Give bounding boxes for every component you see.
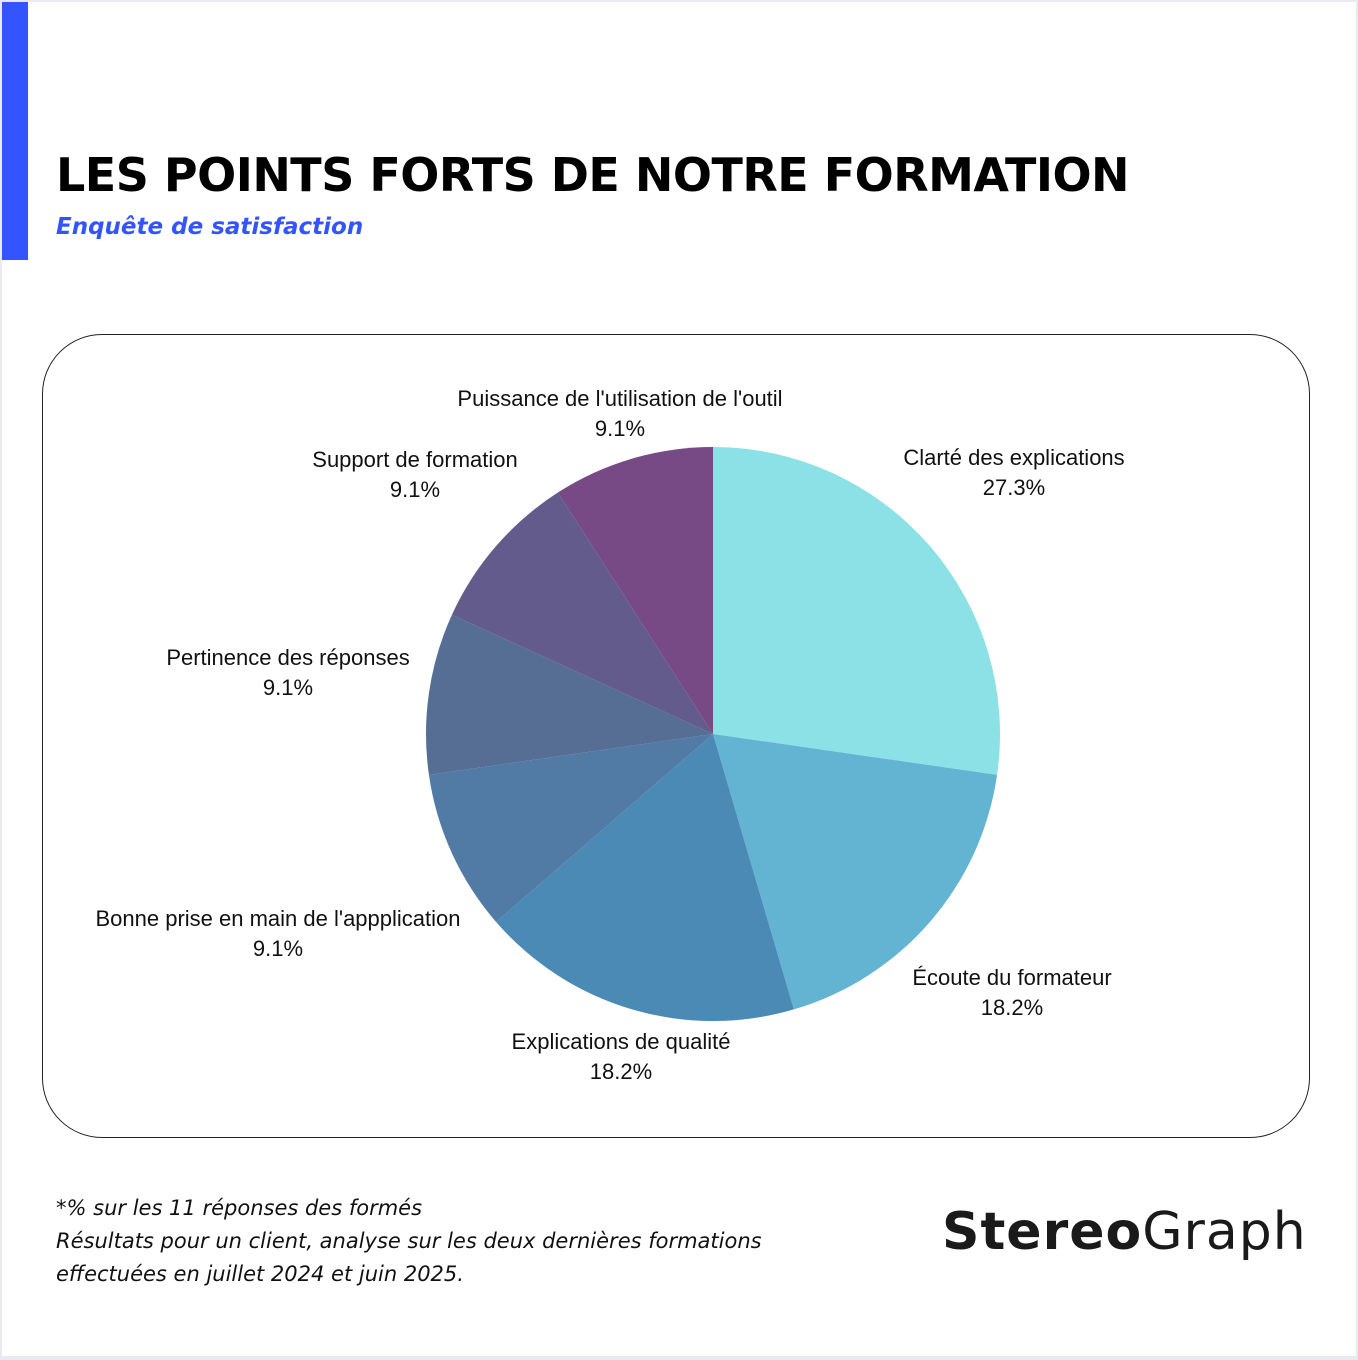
slice-label: Pertinence des réponses 9.1% [166,643,409,703]
footnote-line: *% sur les 11 réponses des formés [56,1196,423,1220]
slice-label-name: Puissance de l'utilisation de l'outil [457,386,783,411]
slice-label-value: 27.3% [982,475,1046,500]
slice-label-value: 9.1% [262,675,314,700]
stereograph-logo: StereoGraph [942,1202,1307,1262]
logo-part2: Graph [1142,1202,1307,1262]
slice-label-name: Pertinence des réponses [166,645,410,670]
slice-label: Explications de qualité 18.2% [512,1027,731,1087]
footnote: *% sur les 11 réponses des formés Résult… [56,1192,762,1291]
chart-card [42,334,1310,1138]
slice-label: Clarté des explications 27.3% [903,443,1124,503]
slice-label: Écoute du formateur 18.2% [912,963,1111,1023]
slice-label: Bonne prise en main de l'appplication 9.1… [96,904,461,964]
slice-label-value: 9.1% [252,936,304,961]
slice-label: Puissance de l'utilisation de l'outil 9.1… [457,384,782,444]
pie-slice [713,447,1000,775]
slice-label-name: Clarté des explications [903,445,1125,470]
accent-bar [2,2,28,260]
slice-label-name: Support de formation [312,447,518,472]
pie-slice [713,734,998,1010]
pie-slice [557,447,713,734]
footnote-line: effectuées en juillet 2024 et juin 2025. [56,1262,464,1286]
logo-part1: Stereo [942,1202,1143,1262]
pie-slice [451,492,713,734]
pie-slice [428,734,713,922]
slice-label: Support de formation 9.1% [312,445,517,505]
slice-label-name: Explications de qualité [511,1029,731,1054]
slice-label-value: 18.2% [589,1059,653,1084]
footnote-line: Résultats pour un client, analyse sur le… [56,1229,762,1253]
page-subtitle: Enquête de satisfaction [56,214,364,240]
page-title: LES POINTS FORTS DE NOTRE FORMATION [56,148,1130,202]
slice-label-name: Bonne prise en main de l'appplication [95,906,461,931]
slice-label-value: 9.1% [389,477,441,502]
slice-label-value: 18.2% [980,995,1044,1020]
slice-label-name: Écoute du formateur [912,965,1112,990]
slice-label-value: 9.1% [594,416,646,441]
pie-slice [496,734,794,1022]
pie-slice [426,614,713,775]
